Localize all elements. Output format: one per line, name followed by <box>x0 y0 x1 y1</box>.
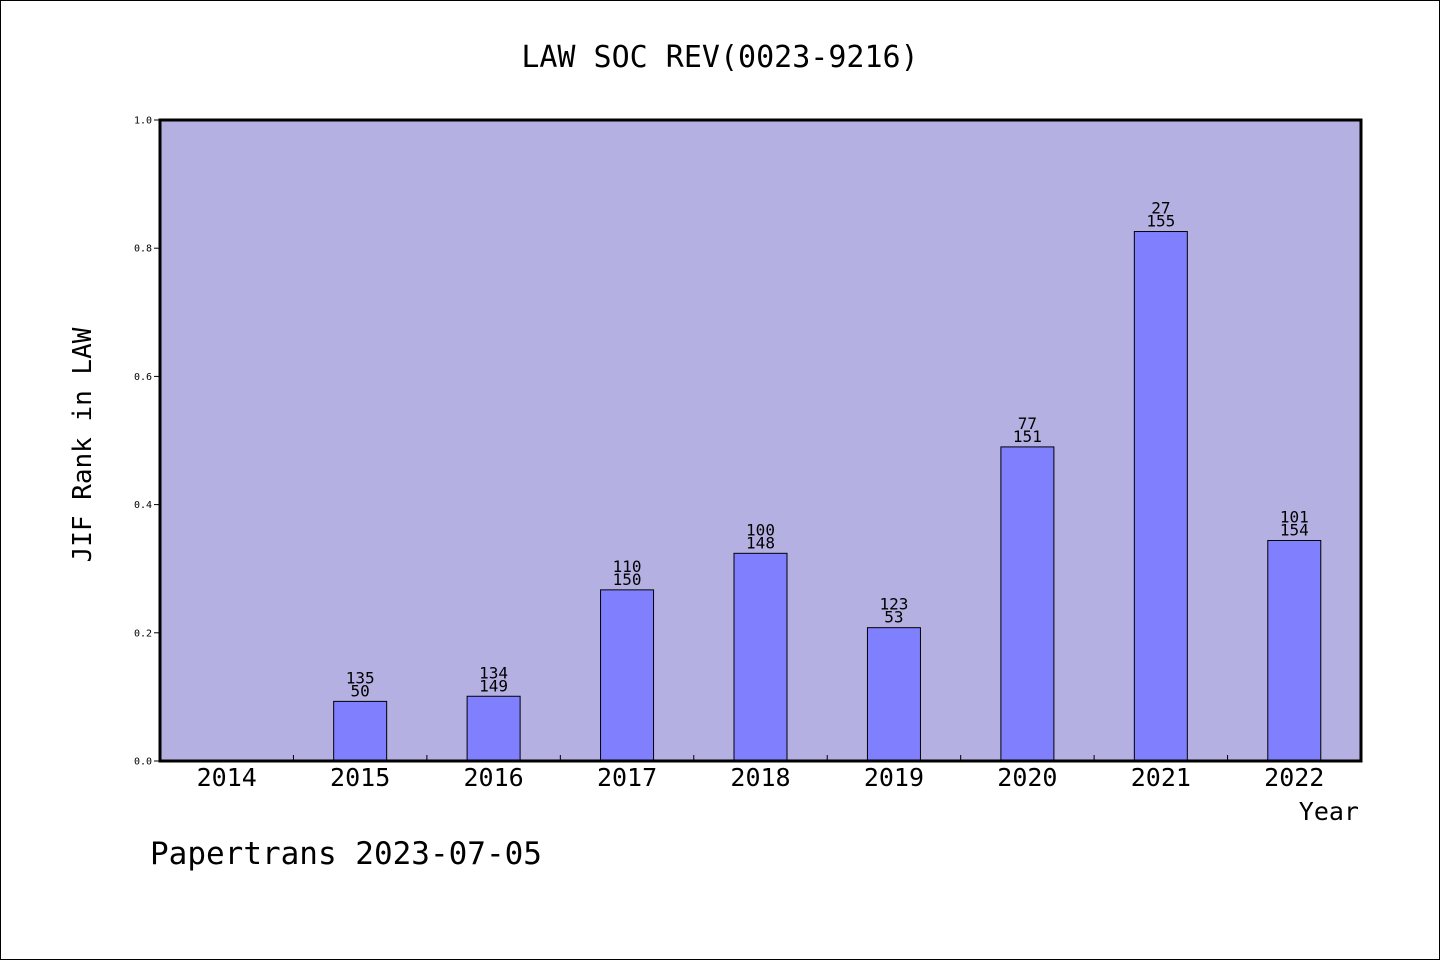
x-tick-label: 2021 <box>1131 763 1191 792</box>
bar-total-label: 50 <box>351 681 370 700</box>
bar-total-label: 150 <box>613 570 642 589</box>
bar-total-label: 154 <box>1280 520 1309 539</box>
bar <box>1267 539 1322 762</box>
bar <box>600 589 655 762</box>
bar-rank-label: 110 <box>613 557 642 576</box>
footer-text: Papertrans 2023-07-05 <box>150 836 542 872</box>
bar <box>1133 231 1188 762</box>
y-tick-label: 0.2 <box>134 628 152 639</box>
x-tick-label: 2022 <box>1264 763 1324 792</box>
bar-rank-label: 77 <box>1018 414 1037 433</box>
bar-rank-label: 27 <box>1151 199 1170 218</box>
bar <box>466 695 521 762</box>
x-tick-label: 2017 <box>597 763 657 792</box>
bar <box>1000 446 1055 762</box>
bar-total-label: 148 <box>746 533 775 552</box>
bar-total-label: 155 <box>1146 212 1175 231</box>
bar-rank-label: 123 <box>879 595 908 614</box>
bar <box>733 552 788 762</box>
x-tick-label: 2015 <box>330 763 390 792</box>
bar-rank-label: 134 <box>479 663 508 682</box>
x-tick-label: 2020 <box>997 763 1057 792</box>
y-tick-label: 0.6 <box>134 372 152 383</box>
x-tick-label: 2014 <box>197 763 257 792</box>
y-tick-label: 0.0 <box>134 757 152 768</box>
x-tick-label: 2018 <box>730 763 790 792</box>
bar-total-label: 151 <box>1013 427 1042 446</box>
plot-border <box>158 118 1363 763</box>
bar-total-label: 149 <box>479 676 508 695</box>
x-tick-label: 2016 <box>464 763 524 792</box>
bar <box>333 700 388 762</box>
x-tick-label: 2019 <box>864 763 924 792</box>
chart-title: LAW SOC REV(0023-9216) <box>521 40 918 75</box>
bar-rank-label: 101 <box>1280 507 1309 526</box>
x-axis-label: Year <box>1299 797 1359 826</box>
y-axis: 0.0 0.2 0.4 0.6 0.8 1.0 <box>134 116 160 768</box>
y-tick-label: 0.4 <box>134 500 152 511</box>
x-axis: 2014 2015 2016 2017 2018 2019 2020 2021 2022 <box>197 755 1324 792</box>
bar-rank-label: 100 <box>746 520 775 539</box>
y-tick-label: 1.0 <box>134 116 152 127</box>
y-tick-label: 0.8 <box>134 244 152 255</box>
bar-total-label: 53 <box>884 608 903 627</box>
bar <box>866 627 921 762</box>
y-axis-label: JIF Rank in LAW <box>68 327 98 562</box>
bar-rank-label: 135 <box>346 668 375 687</box>
